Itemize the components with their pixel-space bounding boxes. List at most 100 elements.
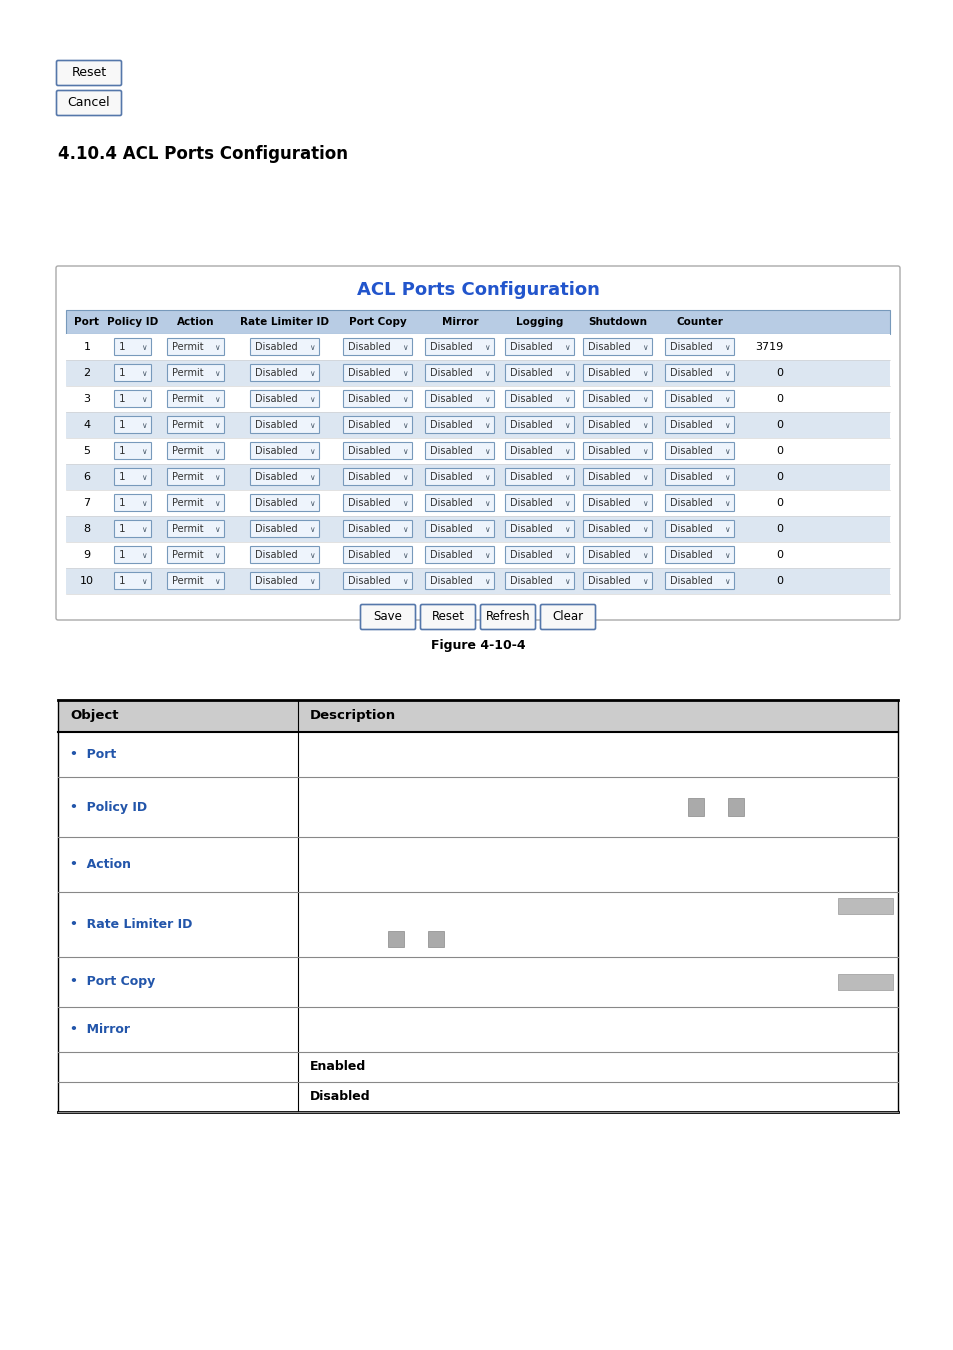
Bar [66, 437, 889, 464]
FancyBboxPatch shape [168, 364, 224, 382]
Text: Permit: Permit [172, 446, 203, 456]
Text: Disabled: Disabled [510, 549, 552, 560]
Text: ∨: ∨ [723, 420, 729, 429]
Text: ∨: ∨ [641, 447, 647, 455]
Text: Counter: Counter [676, 317, 722, 327]
Text: ∨: ∨ [309, 576, 314, 586]
Text: Disabled: Disabled [254, 576, 297, 586]
FancyBboxPatch shape [425, 364, 494, 382]
Bar [66, 412, 889, 437]
Text: ∨: ∨ [402, 343, 407, 351]
Text: ∨: ∨ [641, 576, 647, 586]
FancyBboxPatch shape [505, 390, 574, 408]
FancyBboxPatch shape [665, 417, 734, 433]
Text: ∨: ∨ [563, 472, 569, 482]
FancyBboxPatch shape [343, 390, 412, 408]
Text: ∨: ∨ [723, 498, 729, 508]
FancyBboxPatch shape [583, 364, 652, 382]
FancyBboxPatch shape [114, 468, 152, 486]
Bar [66, 541, 889, 568]
FancyBboxPatch shape [343, 364, 412, 382]
FancyBboxPatch shape [505, 494, 574, 512]
Text: Disabled: Disabled [254, 472, 297, 482]
Text: ∨: ∨ [641, 369, 647, 378]
Text: ∨: ∨ [484, 472, 489, 482]
Text: Enabled: Enabled [310, 1061, 366, 1073]
Text: Disabled: Disabled [669, 420, 712, 431]
FancyBboxPatch shape [505, 443, 574, 459]
Text: 7: 7 [83, 498, 91, 508]
Text: 1: 1 [119, 472, 126, 482]
Text: ∨: ∨ [641, 551, 647, 559]
FancyBboxPatch shape [425, 339, 494, 355]
Text: Port Copy: Port Copy [349, 317, 406, 327]
Text: Disabled: Disabled [669, 576, 712, 586]
Bar [58, 701, 897, 732]
Text: 0: 0 [775, 394, 782, 404]
FancyBboxPatch shape [168, 468, 224, 486]
Text: •  Mirror: • Mirror [70, 1023, 130, 1035]
Text: ∨: ∨ [309, 343, 314, 351]
FancyBboxPatch shape [425, 443, 494, 459]
FancyBboxPatch shape [114, 547, 152, 563]
FancyBboxPatch shape [665, 339, 734, 355]
Text: Disabled: Disabled [430, 446, 472, 456]
Text: ∨: ∨ [141, 576, 147, 586]
Text: ∨: ∨ [641, 498, 647, 508]
Text: ∨: ∨ [563, 498, 569, 508]
Text: Disabled: Disabled [430, 576, 472, 586]
Text: Permit: Permit [172, 342, 203, 352]
FancyBboxPatch shape [425, 547, 494, 563]
Text: Reset: Reset [71, 66, 107, 80]
Text: Disabled: Disabled [510, 524, 552, 535]
Text: Disabled: Disabled [587, 446, 630, 456]
FancyBboxPatch shape [114, 521, 152, 537]
Text: Rate Limiter ID: Rate Limiter ID [240, 317, 329, 327]
FancyBboxPatch shape [343, 494, 412, 512]
Text: ∨: ∨ [723, 576, 729, 586]
Text: ∨: ∨ [309, 498, 314, 508]
Text: ∨: ∨ [484, 525, 489, 533]
Text: ∨: ∨ [484, 498, 489, 508]
Text: Disabled: Disabled [348, 446, 390, 456]
FancyBboxPatch shape [343, 572, 412, 590]
FancyBboxPatch shape [343, 443, 412, 459]
FancyBboxPatch shape [168, 339, 224, 355]
Text: Figure 4-10-4: Figure 4-10-4 [430, 640, 525, 652]
Text: •  Port: • Port [70, 748, 116, 761]
Text: ∨: ∨ [402, 498, 407, 508]
Text: Save: Save [374, 610, 402, 624]
FancyBboxPatch shape [665, 443, 734, 459]
FancyBboxPatch shape [251, 417, 319, 433]
Text: Disabled: Disabled [254, 394, 297, 404]
Bar [727, 798, 743, 815]
FancyBboxPatch shape [114, 364, 152, 382]
FancyBboxPatch shape [168, 494, 224, 512]
Text: ∨: ∨ [641, 525, 647, 533]
Text: 0: 0 [775, 576, 782, 586]
FancyBboxPatch shape [583, 521, 652, 537]
FancyBboxPatch shape [251, 521, 319, 537]
Text: ∨: ∨ [402, 369, 407, 378]
Text: Disabled: Disabled [587, 420, 630, 431]
Text: Permit: Permit [172, 420, 203, 431]
FancyBboxPatch shape [251, 547, 319, 563]
FancyBboxPatch shape [251, 443, 319, 459]
Text: ∨: ∨ [484, 420, 489, 429]
Text: ∨: ∨ [309, 447, 314, 455]
Text: Disabled: Disabled [587, 498, 630, 508]
Text: 8: 8 [83, 524, 91, 535]
Text: Disabled: Disabled [348, 369, 390, 378]
FancyBboxPatch shape [56, 90, 121, 116]
Text: ∨: ∨ [641, 420, 647, 429]
Text: 1: 1 [119, 498, 126, 508]
Text: 1: 1 [119, 524, 126, 535]
Text: 1: 1 [84, 342, 91, 352]
FancyBboxPatch shape [665, 390, 734, 408]
FancyBboxPatch shape [168, 547, 224, 563]
FancyBboxPatch shape [665, 521, 734, 537]
FancyBboxPatch shape [114, 443, 152, 459]
Text: ∨: ∨ [484, 551, 489, 559]
FancyBboxPatch shape [505, 364, 574, 382]
Text: ∨: ∨ [723, 525, 729, 533]
